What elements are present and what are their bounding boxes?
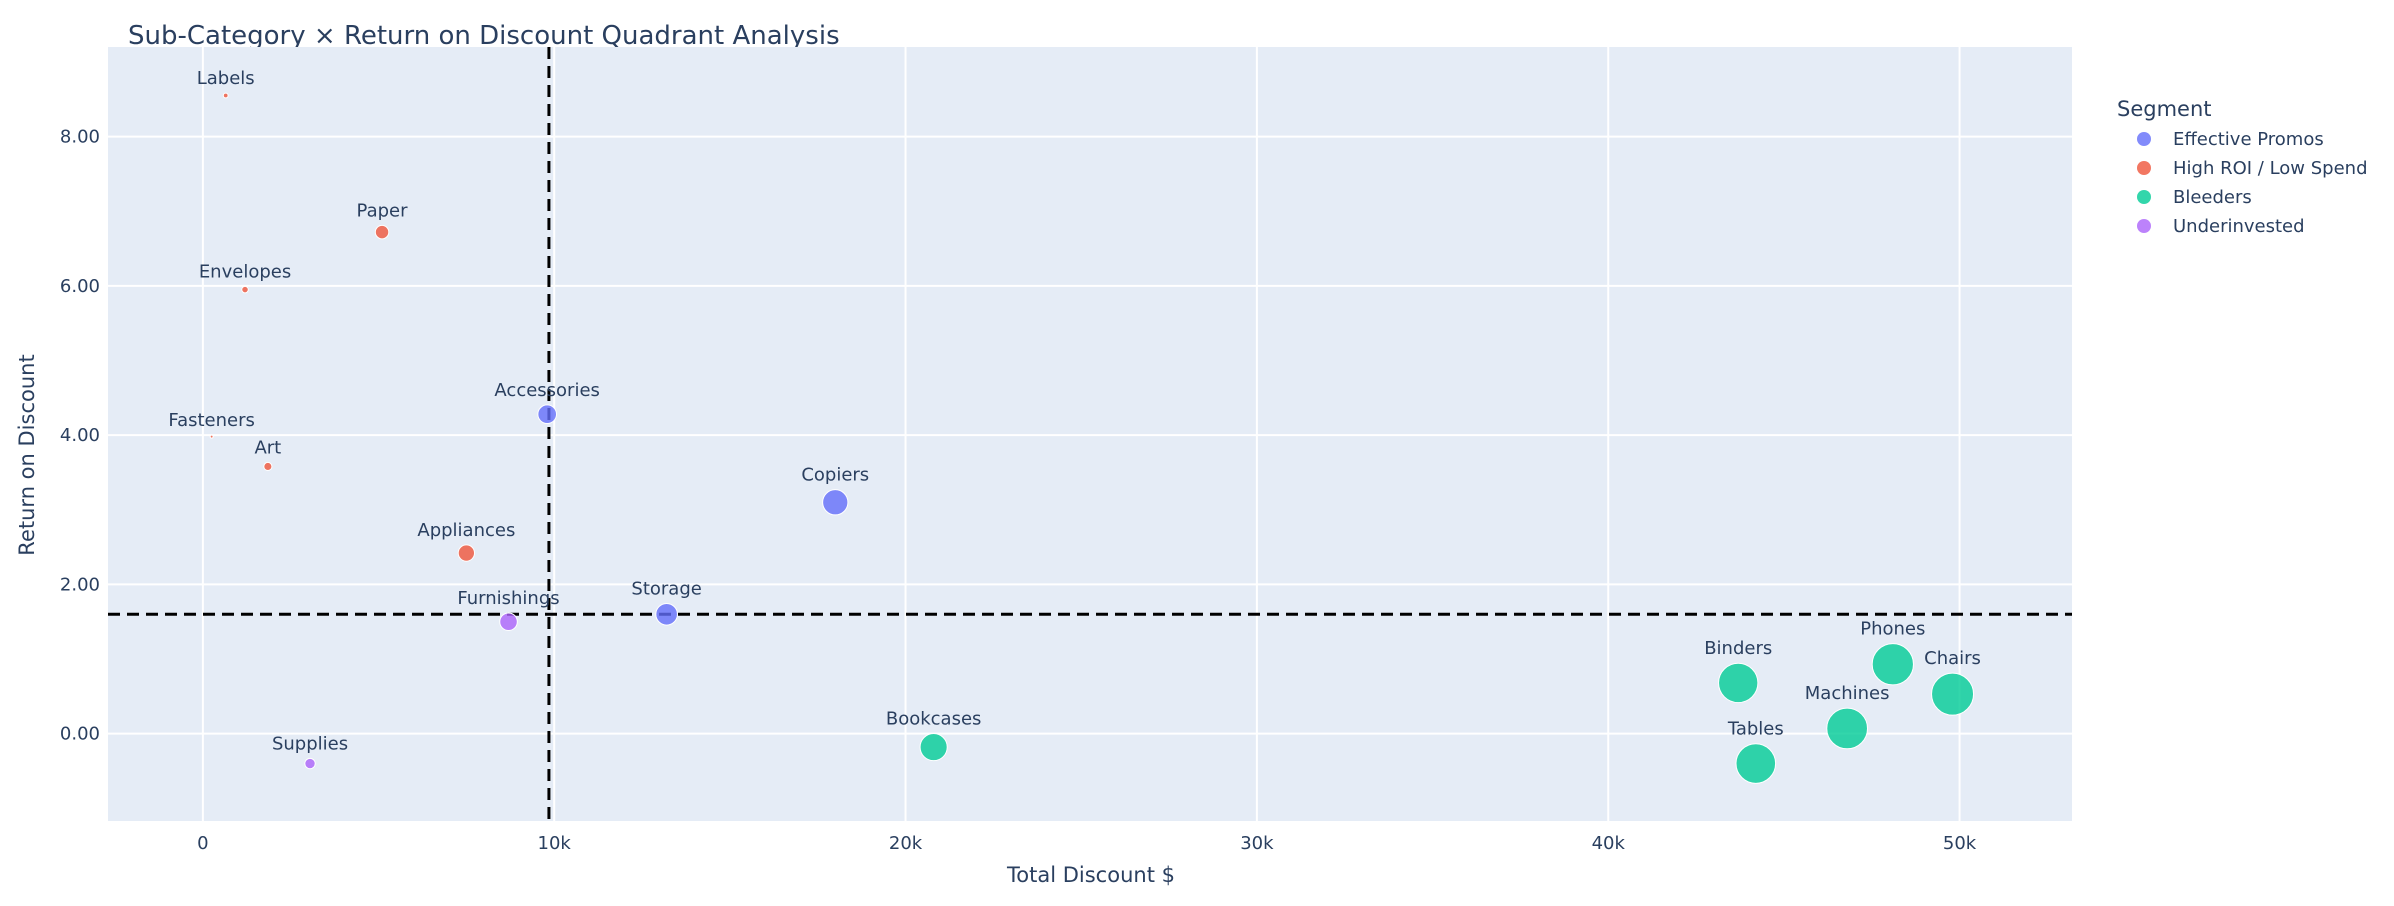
data-point-tables [1735,743,1777,784]
data-point-binders [1718,662,1759,704]
point-label-bookcases: Bookcases [886,709,982,730]
data-point-furnishings [499,612,518,631]
legend-item-label: High ROI / Low Spend [2173,158,2368,179]
point-label-paper: Paper [357,200,409,221]
plot-area [108,47,2072,821]
point-label-accessories: Accessories [494,380,600,401]
point-labels: Accessories Copiers Storage Labels Paper Enve… [168,68,1981,754]
y-axis-title: Return on Discount [15,354,39,555]
data-point-fasteners [209,434,214,439]
reference-lines [108,47,2072,821]
data-point-bookcases [919,733,948,762]
point-label-furnishings: Furnishings [457,588,559,609]
point-label-supplies: Supplies [272,733,348,754]
legend-title: Segment [2117,97,2212,121]
data-point-phones [1871,643,1914,686]
legend-marker [2137,190,2151,204]
y-axis-ticks: 0.00 2.00 4.00 6.00 8.00 [60,127,100,745]
x-tick-label: 10k [538,833,572,854]
point-label-chairs: Chairs [1924,648,1981,669]
point-label-machines: Machines [1805,683,1890,704]
data-point-envelopes [241,285,249,294]
y-tick-label: 8.00 [60,127,100,148]
x-tick-label: 40k [1592,833,1626,854]
x-tick-label: 30k [1240,833,1274,854]
legend-item-label: Bleeders [2173,187,2252,208]
data-point-labels [222,92,229,99]
point-label-art: Art [254,437,281,458]
x-tick-label: 50k [1943,833,1977,854]
point-label-binders: Binders [1704,638,1772,659]
y-tick-label: 6.00 [60,276,100,297]
point-label-appliances: Appliances [417,520,515,541]
point-label-labels: Labels [197,68,255,89]
data-point-art [263,461,273,472]
x-tick-label: 20k [889,833,923,854]
y-tick-label: 0.00 [60,724,100,745]
point-label-phones: Phones [1860,619,1925,640]
point-label-envelopes: Envelopes [199,261,291,282]
point-label-fasteners: Fasteners [168,410,255,431]
x-tick-label: 0 [197,833,208,854]
data-point-supplies [304,757,316,770]
x-axis-title: Total Discount $ [1006,863,1175,887]
data-point-accessories [537,404,557,425]
data-point-appliances [457,544,476,562]
data-points [209,92,1975,784]
y-tick-label: 4.00 [60,425,100,446]
x-axis-ticks: 0 10k 20k 30k 40k 50k [197,833,1977,854]
data-point-copiers [822,489,849,516]
data-point-paper [374,224,390,240]
legend-marker [2137,219,2151,233]
legend-marker [2137,132,2151,146]
point-label-copiers: Copiers [801,465,869,486]
point-label-storage: Storage [631,578,701,599]
legend-item-label: Underinvested [2173,216,2305,237]
legend[interactable]: Segment Effective Promos High ROI / Low S… [2117,97,2368,237]
data-point-storage [655,602,678,626]
data-point-machines [1826,707,1868,750]
legend-marker [2137,161,2151,175]
chart-title: Sub-Category × Return on Discount Quadra… [128,21,840,51]
legend-item-label: Effective Promos [2173,129,2324,150]
y-tick-label: 2.00 [60,574,100,595]
data-point-chairs [1931,672,1975,716]
gridlines [108,47,2072,821]
point-label-tables: Tables [1727,719,1784,740]
